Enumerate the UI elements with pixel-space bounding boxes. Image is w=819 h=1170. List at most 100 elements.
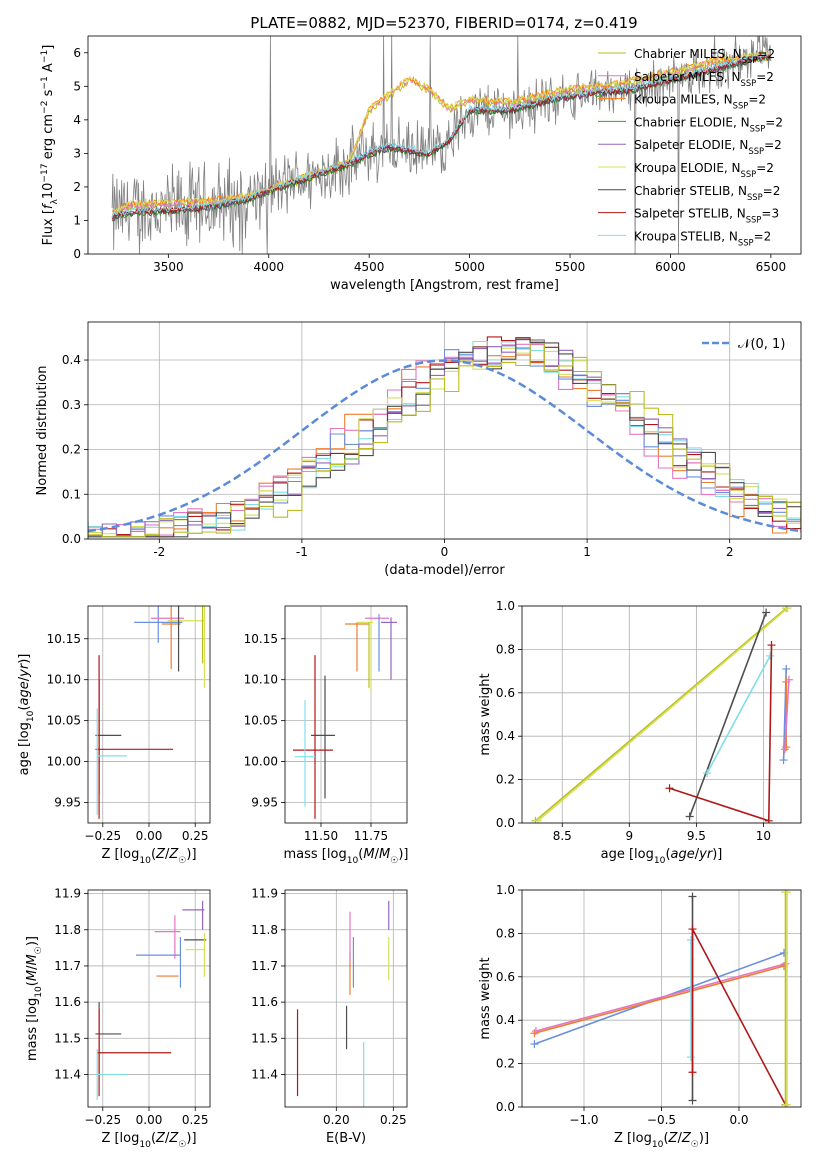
axes-frame: [521, 605, 802, 824]
mass_vs_EBV-axes: 0.20 0.25 11.4 11.5 11.6 11.7 11.8 11.9 E(B-V): [251, 887, 408, 1146]
y-tick-label: 11.8: [54, 923, 81, 937]
y-tick-label: 11.4: [54, 1067, 81, 1081]
x-tick-label: −0.25: [84, 1113, 121, 1127]
y-tick-label: 9.95: [54, 796, 81, 810]
x-tick-label: −0.5: [647, 1113, 676, 1127]
y-tick-label: 4: [73, 113, 81, 127]
y-tick-label: 1: [73, 213, 81, 227]
x-tick-label: 0.25: [182, 1113, 209, 1127]
point-marker: [534, 816, 543, 823]
x-tick-label: 5000: [454, 260, 485, 274]
x-tick-label: −0.25: [84, 829, 121, 843]
x-tick-label: 5500: [555, 260, 586, 274]
point-marker: [530, 1040, 539, 1049]
y-axis-label: age [log10(age/yr)]: [17, 654, 36, 776]
y-tick-label: 1.0: [496, 883, 515, 897]
y-tick-label: 3: [73, 146, 81, 160]
axes-frame: [284, 605, 408, 824]
legend-label: Kroupa MILES, NSSP=2: [634, 93, 766, 111]
y-tick-label: 10.05: [47, 714, 81, 728]
weight_vs_age-axes: 8.5 9 9.5 10 0.0 0.2 0.4 0.6 0.8 1.0 age [log10(ag…: [478, 599, 802, 866]
mass_vs_Z-axes: −0.25 0.00 0.25 11.4 11.5 11.6 11.7 11.8 11.9 Z […: [25, 887, 211, 1150]
plot-area: [95, 606, 206, 819]
y-tick-label: 11.9: [54, 887, 81, 901]
series-line: [535, 963, 786, 1032]
point-marker: [783, 1100, 792, 1107]
legend-label: Chabrier STELIB, NSSP=2: [634, 184, 780, 202]
point-marker: [688, 892, 697, 901]
point-marker: [764, 816, 773, 823]
age_vs_mass-axes: 11.50 11.75 9.95 10.00 10.05 10.10 10.15 mass […: [244, 605, 409, 866]
y-tick-label: 0.0: [62, 532, 81, 546]
y-tick-label: 0.6: [496, 970, 515, 984]
x-axis-label: (data-model)/error: [384, 563, 505, 578]
series-line: [537, 607, 789, 822]
y-tick-label: 10.15: [244, 632, 278, 646]
y-tick-label: 0.2: [496, 773, 515, 787]
plot-area: [88, 336, 801, 538]
plot-area: [530, 890, 792, 1107]
x-tick-label: −1.0: [569, 1113, 598, 1127]
y-tick-label: 0.4: [496, 1013, 515, 1027]
series-line: [688, 612, 767, 817]
x-axis-label: age [log10(age/yr)]: [601, 847, 723, 866]
point-marker: [688, 925, 697, 934]
x-axis-label: mass [log10(M/M☉)]: [284, 847, 409, 866]
x-tick-label: -2: [153, 545, 165, 559]
grid: [285, 606, 407, 823]
plot-area: [111, 36, 772, 254]
weight_vs_Z-axes: −1.0 −0.5 0.0 0.0 0.2 0.4 0.6 0.8 1.0 Z [log10(Z/…: [478, 883, 802, 1150]
x-tick-label: 1: [583, 545, 591, 559]
y-tick-label: 0.6: [496, 686, 515, 700]
legend-label: Kroupa STELIB, NSSP=2: [634, 229, 771, 247]
normal-curve: [88, 359, 801, 533]
x-tick-label: -1: [296, 545, 308, 559]
legend-label: Chabrier MILES, NSSP=2: [634, 47, 775, 65]
x-tick-label: 9: [625, 829, 633, 843]
x-tick-label: 9.5: [687, 829, 706, 843]
y-axis-label: mass weight: [478, 673, 493, 755]
x-axis-label: Z [log10(Z/Z☉)]: [614, 1131, 709, 1150]
x-tick-label: 6500: [756, 260, 787, 274]
point-marker: [688, 1068, 697, 1077]
residuals-axes: -2 -1 0 1 2 0.0 0.1 0.2 0.3 0.4 𝒩(0, 1) (data-model…: [35, 321, 802, 578]
grid: [88, 606, 210, 823]
y-tick-label: 0.0: [496, 1100, 515, 1114]
x-axis-label: Z [log10(Z/Z☉)]: [101, 1131, 196, 1150]
spectrum-axes: 3500 4000 4500 5000 5500 6000 6500 0 1 2 3 4 5 6 Chabr…: [40, 35, 802, 293]
point-marker: [686, 935, 695, 944]
x-tick-label: 8.5: [553, 829, 572, 843]
histogram-step: [88, 343, 801, 538]
plot-area: [95, 900, 207, 1100]
y-tick-label: 9.95: [251, 796, 278, 810]
axes-frame: [284, 889, 408, 1108]
y-tick-label: 0.2: [496, 1057, 515, 1071]
y-tick-label: 0.4: [496, 729, 515, 743]
axes-frame: [87, 35, 802, 255]
age_vs_Z-axes: −0.25 0.00 0.25 9.95 10.00 10.05 10.10 10.15 Z […: [17, 605, 211, 866]
x-tick-label: 0.25: [380, 1113, 407, 1127]
y-tick-label: 10.00: [47, 755, 81, 769]
y-tick-label: 0.1: [62, 487, 81, 501]
point-marker: [703, 769, 712, 778]
point-marker: [779, 756, 788, 765]
x-tick-label: 0.25: [182, 829, 209, 843]
y-axis-label: mass [log10(M/M☉)]: [25, 936, 44, 1061]
legend-label: Salpeter STELIB, NSSP=3: [634, 207, 779, 225]
y-tick-label: 0.0: [496, 816, 515, 830]
x-axis-label: wavelength [Angstrom, rest frame]: [330, 278, 559, 293]
legend-label: Chabrier ELODIE, NSSP=2: [634, 115, 783, 133]
point-marker: [762, 608, 771, 617]
plot-area: [293, 614, 397, 819]
x-tick-label: 4000: [253, 260, 284, 274]
y-tick-label: 10.05: [244, 714, 278, 728]
y-tick-label: 0.3: [62, 398, 81, 412]
x-tick-label: 2: [726, 545, 734, 559]
model-line-4: [111, 53, 771, 219]
y-tick-label: 5: [73, 79, 81, 93]
point-marker: [782, 664, 791, 673]
point-marker: [780, 745, 789, 754]
point-marker: [685, 812, 694, 821]
x-tick-label: 3500: [153, 260, 184, 274]
y-tick-label: 0.8: [496, 926, 515, 940]
